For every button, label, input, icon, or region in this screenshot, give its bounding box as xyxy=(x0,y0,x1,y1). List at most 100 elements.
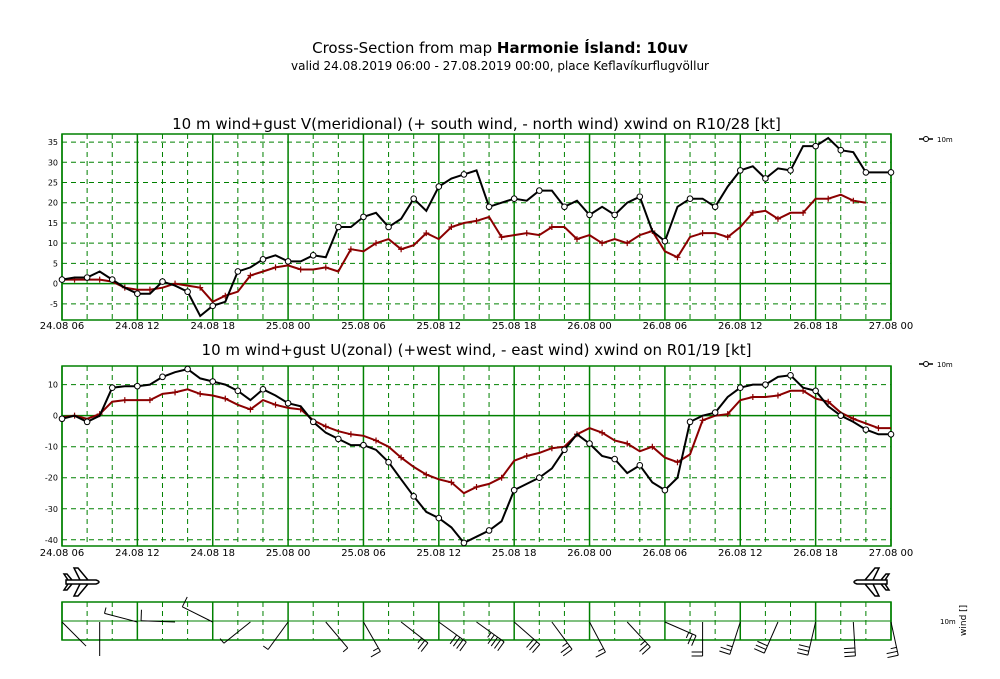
mean-point xyxy=(373,240,380,247)
wind-barb-staff xyxy=(104,612,138,623)
mean-point xyxy=(197,284,204,291)
wind-barb-feather xyxy=(487,634,495,645)
wind-barb-feather xyxy=(691,635,697,646)
wind-barb-staff xyxy=(807,621,817,656)
y-tick-label: -30 xyxy=(45,505,58,514)
wind-point xyxy=(586,211,593,219)
page-title: Cross-Section from map Harmonie Ísland: … xyxy=(0,38,1000,58)
wind-barb-feather xyxy=(452,636,461,647)
mean-point xyxy=(272,264,279,271)
wind-point xyxy=(611,211,618,219)
mean-point xyxy=(649,443,656,450)
mean-point xyxy=(423,230,430,237)
wind-point xyxy=(762,381,769,388)
wind-point xyxy=(636,462,644,469)
mean-point xyxy=(423,471,430,478)
wind-point xyxy=(58,415,66,423)
mean-point xyxy=(749,394,756,401)
wind-barb-feather xyxy=(641,646,651,655)
wind-barb-feather xyxy=(417,640,426,650)
legend-label: 10m xyxy=(937,361,953,369)
y-tick-label: -5 xyxy=(50,300,58,309)
airplane-icon xyxy=(62,567,100,597)
wind-barb-feather xyxy=(417,637,423,644)
mean-point xyxy=(624,240,631,247)
mean-point xyxy=(347,431,354,438)
wind-barb-feather xyxy=(797,648,809,652)
x-tick-label: 27.08 00 xyxy=(869,321,914,332)
wind-point xyxy=(736,384,744,392)
wind-point xyxy=(510,195,518,202)
mean-point xyxy=(800,209,807,216)
mean-point xyxy=(800,387,807,394)
y-tick-label: 30 xyxy=(48,158,58,167)
x-tick-label: 25.08 12 xyxy=(417,321,462,332)
wind-barb-feather xyxy=(262,645,269,650)
wind-barb-staff xyxy=(438,621,467,643)
wind-barb-staff xyxy=(363,621,381,652)
x-tick-label: 27.08 00 xyxy=(869,548,914,559)
wind-barb-feather xyxy=(797,652,808,656)
wind-point xyxy=(435,183,443,190)
mean-point xyxy=(624,440,631,447)
wind-point xyxy=(661,486,669,494)
wind-axis-label: wind [] xyxy=(959,605,969,636)
x-tick-label: 24.08 18 xyxy=(190,321,235,332)
x-tick-label: 24.08 12 xyxy=(115,548,160,559)
wind-point xyxy=(259,256,267,263)
wind-point xyxy=(335,223,342,231)
mean-point xyxy=(448,479,455,486)
mean-point xyxy=(146,286,153,293)
wind-point xyxy=(586,440,593,447)
airplane-icon xyxy=(853,567,891,597)
wind-barb-staff xyxy=(626,621,651,648)
y-tick-label: -20 xyxy=(45,474,58,483)
y-tick-label: 0 xyxy=(53,412,58,421)
title-bold: Harmonie Ísland: 10uv xyxy=(496,39,688,57)
wind-barb-staff xyxy=(729,621,741,655)
mean-series-line xyxy=(62,193,867,304)
plot-frame xyxy=(61,365,892,547)
mean-point xyxy=(724,411,731,418)
y-tick-label: 20 xyxy=(48,199,58,208)
x-tick-label: 25.08 00 xyxy=(266,321,311,332)
mean-point xyxy=(699,417,706,424)
x-tick-label: 26.08 00 xyxy=(567,321,612,332)
wind-point xyxy=(485,203,493,211)
wind-barb-feather xyxy=(726,644,733,648)
mean-point xyxy=(448,224,455,230)
wind-point xyxy=(83,274,91,281)
wind-point xyxy=(485,527,493,534)
wind-point xyxy=(510,486,518,494)
legend-label: 10m xyxy=(937,136,953,144)
mean-point xyxy=(573,236,580,243)
x-tick-label: 25.08 18 xyxy=(492,548,537,559)
x-tick-label: 24.08 06 xyxy=(40,321,85,332)
x-tick-label: 26.08 18 xyxy=(793,321,838,332)
wind-point xyxy=(561,446,568,454)
wind-point xyxy=(887,430,895,438)
wind-barb-feather xyxy=(687,633,693,645)
wind-point xyxy=(159,373,166,381)
x-tick-label: 25.08 18 xyxy=(492,321,537,332)
meridional-chart: 10 m wind+gust V(meridional) (+ south wi… xyxy=(40,115,953,332)
wind-point xyxy=(862,426,870,433)
mean-point xyxy=(322,423,329,430)
wind-series-line xyxy=(61,136,891,318)
wind-barb-feather xyxy=(342,647,349,653)
wind-legend-label: 10m xyxy=(940,618,956,626)
wind-barb-feather xyxy=(372,647,379,652)
wind-barb-staff xyxy=(763,621,779,654)
wind-barb-feather xyxy=(595,651,606,658)
mean-point xyxy=(674,459,681,466)
wind-point xyxy=(83,418,91,426)
wind-barb-feather xyxy=(719,650,731,655)
mean-point xyxy=(121,397,128,404)
mean-point xyxy=(322,264,329,271)
mean-point xyxy=(599,429,606,436)
y-tick-label: 0 xyxy=(53,280,58,289)
wind-barb-feather xyxy=(532,644,541,653)
wind-point xyxy=(686,195,694,202)
mean-point xyxy=(774,215,781,222)
wind-point xyxy=(460,539,468,547)
